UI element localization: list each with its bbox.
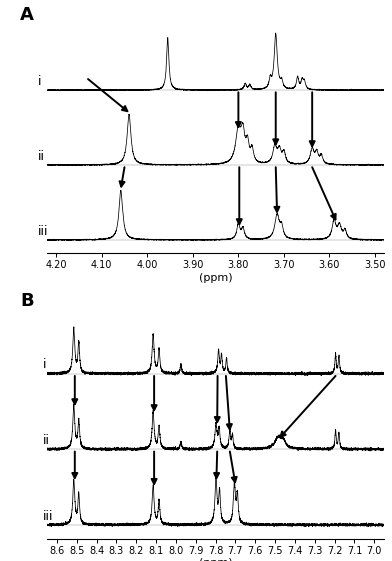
- Text: A: A: [20, 6, 34, 24]
- Text: iii: iii: [38, 225, 49, 238]
- X-axis label: (ppm): (ppm): [199, 558, 232, 561]
- Text: ii: ii: [38, 150, 45, 163]
- Text: i: i: [43, 358, 47, 371]
- Text: B: B: [20, 292, 34, 310]
- Text: ii: ii: [43, 434, 50, 447]
- X-axis label: (ppm): (ppm): [199, 273, 232, 283]
- Text: i: i: [38, 75, 42, 88]
- Text: iii: iii: [43, 509, 54, 522]
